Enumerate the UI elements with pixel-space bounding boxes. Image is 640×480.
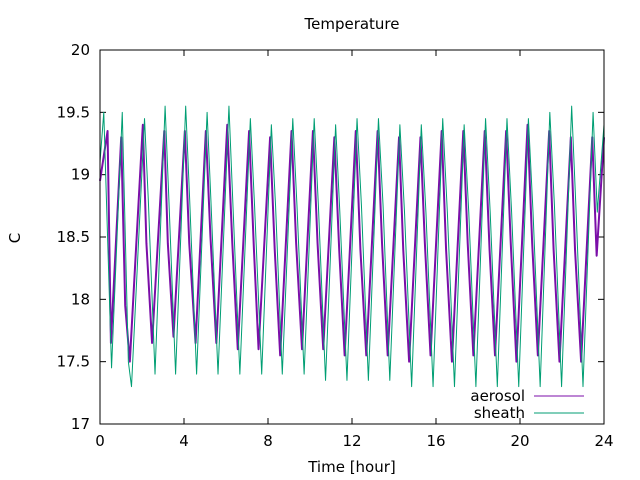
legend: aerosol sheath [470, 387, 584, 422]
axis-ticks: 0 4 8 12 16 20 24 17 17.5 18 18.5 19 19.5 20 [57, 41, 614, 450]
x-tick-label: 0 [95, 432, 105, 450]
y-tick-label: 17.5 [57, 353, 90, 371]
y-tick-label: 19 [71, 166, 90, 184]
legend-label-aerosol: aerosol [470, 387, 525, 405]
y-axis-label: C [6, 233, 24, 243]
x-tick-label: 20 [510, 432, 529, 450]
x-tick-label: 12 [342, 432, 361, 450]
y-tick-label: 18.5 [57, 228, 90, 246]
y-tick-label: 17 [71, 415, 90, 433]
plot-frame [99, 49, 605, 425]
legend-label-sheath: sheath [474, 404, 525, 422]
x-tick-label: 16 [426, 432, 445, 450]
x-tick-label: 8 [263, 432, 273, 450]
y-tick-label: 20 [71, 41, 90, 59]
x-tick-label: 4 [179, 432, 189, 450]
series-line-aerosol [99, 123, 605, 363]
data-series [99, 105, 605, 388]
chart-title: Temperature [303, 15, 399, 33]
x-tick-label: 24 [594, 432, 613, 450]
series-line-sheath [99, 105, 605, 388]
y-tick-label: 18 [71, 290, 90, 308]
x-axis-label: Time [hour] [307, 458, 396, 476]
y-tick-label: 19.5 [57, 103, 90, 121]
